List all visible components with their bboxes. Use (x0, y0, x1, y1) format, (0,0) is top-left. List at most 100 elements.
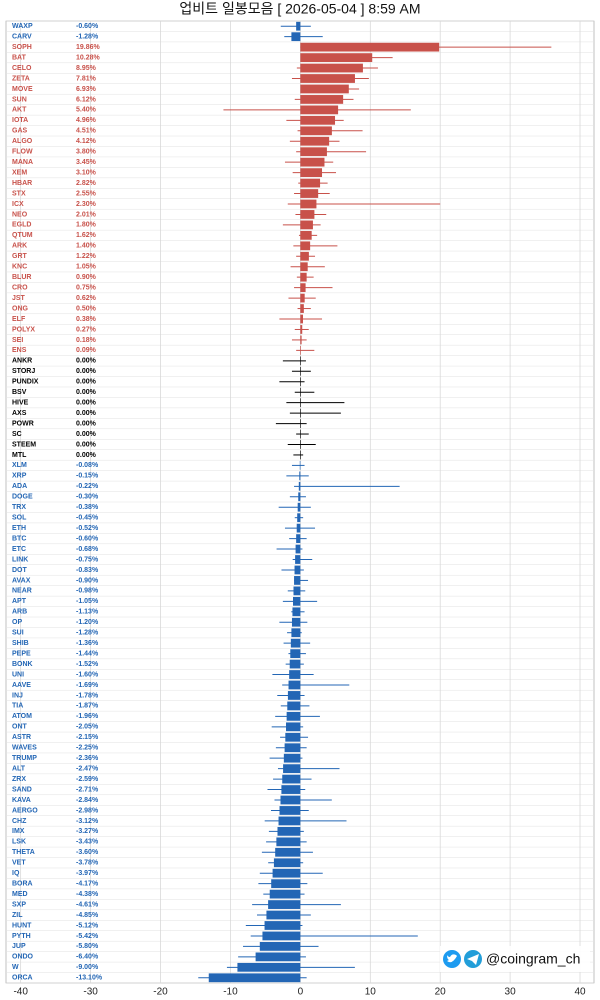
bar (300, 345, 301, 355)
value-label: 2.01% (76, 211, 97, 218)
bar (299, 471, 301, 481)
x-tick-label: -10 (223, 987, 238, 998)
value-label: -0.60% (76, 535, 99, 542)
value-label: -0.90% (76, 577, 99, 584)
bar (268, 900, 301, 909)
category-label: OP (12, 619, 22, 626)
value-label: 6.12% (76, 96, 97, 103)
category-label: MOVE (12, 86, 33, 93)
category-label: BONK (12, 661, 33, 668)
value-label: -0.38% (76, 504, 99, 511)
category-label: MANA (12, 159, 33, 166)
bar (300, 178, 321, 188)
value-label: -2.98% (76, 807, 99, 814)
value-label: 7.81% (76, 75, 97, 82)
bar (287, 691, 301, 700)
category-label: ONDO (12, 954, 34, 961)
value-label: -1.05% (76, 598, 99, 605)
value-label: -1.78% (76, 692, 99, 699)
category-label: POWR (12, 420, 34, 427)
category-label: GAS (12, 128, 28, 135)
bar (289, 659, 301, 669)
category-label: QTUM (12, 232, 33, 239)
bar (273, 858, 301, 868)
category-label: TIA (12, 703, 23, 710)
value-label: -1.13% (76, 609, 99, 616)
value-label: -2.05% (76, 724, 99, 731)
bar (290, 649, 301, 659)
value-label: -0.98% (76, 588, 99, 595)
category-label: INJ (12, 692, 23, 699)
category-label: NEO (12, 211, 28, 218)
value-label: 0.18% (76, 337, 97, 344)
bar (300, 147, 327, 157)
bar (300, 262, 308, 272)
value-label: 2.30% (76, 201, 97, 208)
category-label: CARV (12, 34, 32, 41)
category-label: BAT (12, 54, 27, 61)
value-label: 0.00% (76, 358, 97, 365)
twitter-bird (447, 954, 457, 963)
value-label: -4.85% (76, 912, 99, 919)
value-label: 0.00% (76, 410, 97, 417)
category-label: DOT (12, 567, 28, 574)
category-label: SC (12, 431, 22, 438)
bar (279, 806, 301, 815)
x-tick-label: 10 (365, 987, 377, 998)
category-label: SAND (12, 786, 32, 793)
category-label: BSV (12, 389, 27, 396)
bar (300, 168, 323, 178)
bar (291, 617, 301, 627)
category-label: STORJ (12, 368, 35, 375)
value-label: -2.15% (76, 734, 99, 741)
bar (300, 272, 307, 282)
category-label: SXP (12, 901, 26, 908)
value-label: -2.71% (76, 786, 99, 793)
value-label: -0.83% (76, 567, 99, 574)
value-label: -0.68% (76, 546, 99, 553)
category-label: IQ (12, 870, 20, 877)
bar (286, 722, 301, 732)
category-label: TRX (12, 504, 26, 511)
category-label: WAXP (12, 23, 33, 30)
bar (300, 408, 301, 418)
bar (300, 74, 355, 83)
value-label: -0.45% (76, 515, 99, 522)
brand-handle: @coingram_ch (486, 951, 580, 967)
value-label: -1.28% (76, 34, 99, 41)
value-label: 0.00% (76, 441, 97, 448)
bar (300, 230, 312, 240)
bar (300, 251, 309, 261)
category-label: ELF (12, 316, 26, 323)
bar (298, 481, 301, 491)
bar (259, 942, 301, 951)
category-label: ASTR (12, 734, 31, 741)
category-label: BTC (12, 535, 26, 542)
category-label: ZRX (12, 776, 26, 783)
category-label: AXS (12, 410, 27, 417)
value-label: 0.50% (76, 305, 97, 312)
bar (300, 136, 330, 146)
category-label: PUNDIX (12, 379, 39, 386)
bar (276, 837, 301, 847)
value-label: -5.42% (76, 933, 99, 940)
value-label: -2.47% (76, 765, 99, 772)
value-label: 2.55% (76, 190, 97, 197)
category-label: ATOM (12, 713, 32, 720)
value-label: 0.00% (76, 420, 97, 427)
x-tick-label: 20 (435, 987, 447, 998)
bar (300, 450, 301, 460)
value-label: 19.86% (76, 44, 101, 51)
category-label: XRP (12, 473, 27, 480)
bar (300, 304, 304, 313)
category-label: KAVA (12, 797, 31, 804)
value-label: 3.80% (76, 149, 97, 156)
value-label: -0.22% (76, 483, 99, 490)
value-label: -13.10% (76, 975, 103, 982)
category-label: ZIL (12, 912, 23, 919)
category-label: SOPH (12, 44, 32, 51)
value-label: 0.75% (76, 284, 97, 291)
bar (296, 534, 301, 543)
bar (300, 335, 302, 345)
bar (283, 764, 301, 774)
